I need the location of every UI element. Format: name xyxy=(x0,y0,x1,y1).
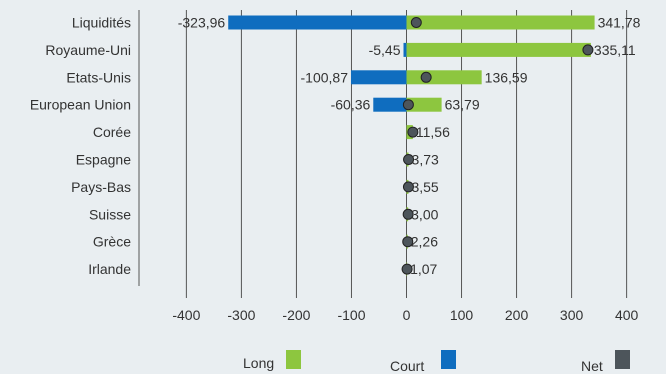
bars: -323,96 341,78 -5,45 335,11 -100,87 136,59 -60… xyxy=(178,15,641,278)
category-label: European Union xyxy=(30,97,131,113)
x-tick-label: 300 xyxy=(560,307,584,323)
long-value-label: 1,07 xyxy=(410,261,437,277)
long-value-label: 335,11 xyxy=(594,42,636,58)
category-labels: Liquidités Royaume-Uni Etats-Unis European … xyxy=(30,15,131,278)
long-value-label: 63,79 xyxy=(445,97,480,113)
legend-net-label: Net xyxy=(581,358,603,374)
x-tick-label: -400 xyxy=(172,307,200,323)
legend-short-swatch xyxy=(441,350,456,369)
short-bar xyxy=(350,70,407,85)
long-value-label: 3,00 xyxy=(411,206,438,222)
net-marker xyxy=(402,236,414,248)
net-marker xyxy=(410,17,422,28)
x-tick-label: -300 xyxy=(227,307,255,323)
short-bar xyxy=(403,42,407,57)
net-marker xyxy=(402,208,414,220)
category-label: Etats-Unis xyxy=(66,69,131,85)
net-marker xyxy=(582,44,594,56)
long-value-label: 3,73 xyxy=(412,152,439,168)
net-marker xyxy=(403,154,415,165)
net-marker xyxy=(402,181,414,193)
short-bar xyxy=(228,15,407,30)
short-value-label: -5,45 xyxy=(369,42,401,58)
legend-net-swatch xyxy=(615,350,630,369)
long-bar xyxy=(406,97,442,112)
category-label: Corée xyxy=(93,124,131,140)
short-value-label: -100,87 xyxy=(301,69,349,85)
long-value-label: 136,59 xyxy=(485,69,528,85)
category-label: Royaume-Uni xyxy=(45,42,131,58)
x-tick-label: 100 xyxy=(450,307,474,323)
category-label: Pays-Bas xyxy=(71,179,131,195)
category-label: Espagne xyxy=(76,152,131,168)
short-bar xyxy=(373,97,407,112)
short-value-label: -323,96 xyxy=(178,15,226,31)
x-tick-label: 0 xyxy=(403,307,411,323)
long-value-label: 341,78 xyxy=(598,15,641,31)
legend-long-label: Long xyxy=(243,355,274,371)
net-marker xyxy=(401,263,413,275)
long-value-label: 3,55 xyxy=(411,179,438,195)
long-bar xyxy=(406,70,482,85)
long-bar xyxy=(406,42,591,57)
net-marker xyxy=(420,71,432,83)
legend: Long Court Net xyxy=(243,350,630,374)
legend-short-label: Court xyxy=(390,358,424,374)
x-tick-label: 200 xyxy=(505,307,529,323)
x-tick-label: -200 xyxy=(282,307,310,323)
legend-long-swatch xyxy=(286,350,301,369)
x-tick-labels: -400 -300 -200 -100 0 100 200 300 400 xyxy=(172,307,638,323)
short-value-label: -60,36 xyxy=(331,97,371,113)
category-label: Liquidités xyxy=(72,15,131,31)
x-tick-label: 400 xyxy=(615,307,639,323)
category-label: Suisse xyxy=(89,206,131,222)
net-marker xyxy=(407,126,419,138)
long-bar xyxy=(406,15,595,30)
net-marker xyxy=(402,99,414,111)
long-value-label: 2,26 xyxy=(411,234,438,250)
category-label: Grèce xyxy=(93,234,131,250)
x-tick-label: -100 xyxy=(337,307,365,323)
category-label: Irlande xyxy=(88,261,131,277)
long-value-label: 11,56 xyxy=(416,124,450,140)
